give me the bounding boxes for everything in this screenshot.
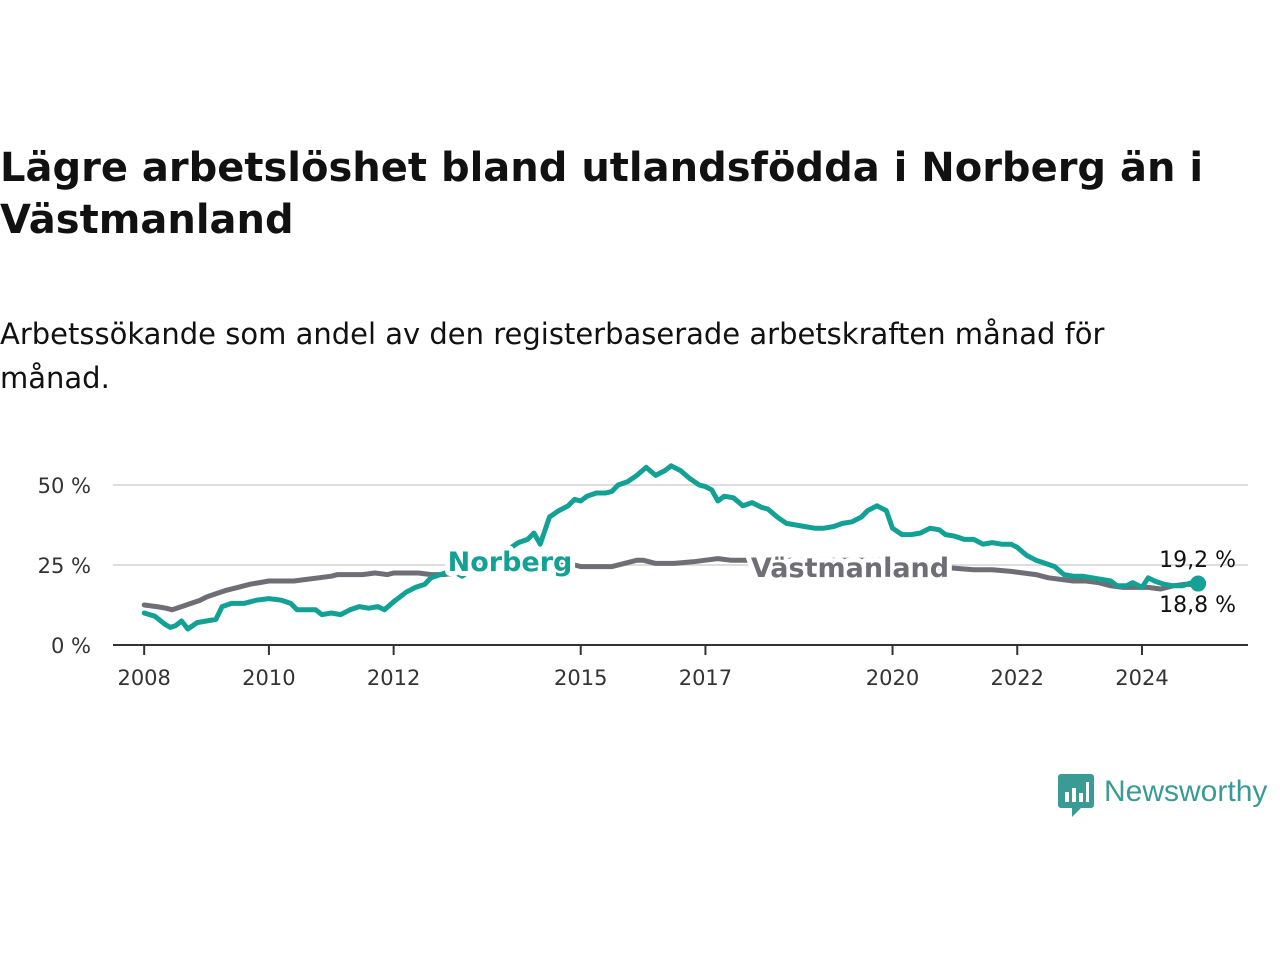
chart-title: Lägre arbetslöshet bland utlandsfödda i … [0, 145, 1204, 243]
end-value-label-norberg: 19,2 % [1159, 548, 1236, 573]
series-line-norberg [141, 463, 1201, 632]
series-label-halo: Västmanland [751, 553, 949, 584]
y-tick-label: 50 % [38, 474, 91, 498]
x-tick-label: 2022 [991, 666, 1044, 690]
newsworthy-logo-text: Newsworthy [1104, 775, 1268, 808]
x-tick-label: 2024 [1115, 666, 1168, 690]
series-lines [141, 463, 1207, 632]
x-tick-label: 2008 [117, 666, 170, 690]
x-tick-label: 2010 [242, 666, 295, 690]
series-line-vastmanland [141, 556, 1201, 613]
y-tick-label: 25 % [38, 554, 91, 578]
y-tick-label: 0 % [51, 634, 91, 658]
series-label-halo: Norberg [448, 547, 573, 578]
x-tick-label: 2017 [679, 666, 732, 690]
chart-subtitle: Arbetssökande som andel av den registerb… [0, 317, 1105, 395]
series-label-norberg: Norberg [448, 547, 573, 578]
gridlines [113, 484, 1248, 566]
x-tick-label: 2020 [866, 666, 919, 690]
end-value-label-vastmanland: 18,8 % [1159, 593, 1236, 618]
newsworthy-logo: Newsworthy [1058, 774, 1267, 820]
axes: 0 % 25 % 50 % 2008 2010 2012 2015 2017 2020 2022 2… [38, 474, 1248, 690]
x-tick-label: 2012 [367, 666, 420, 690]
series-label-vastmanland: Västmanland [751, 553, 949, 584]
newsworthy-logo-icon [1058, 774, 1094, 817]
x-tick-label: 2015 [554, 666, 607, 690]
series-endpoint-norberg [1190, 575, 1207, 592]
